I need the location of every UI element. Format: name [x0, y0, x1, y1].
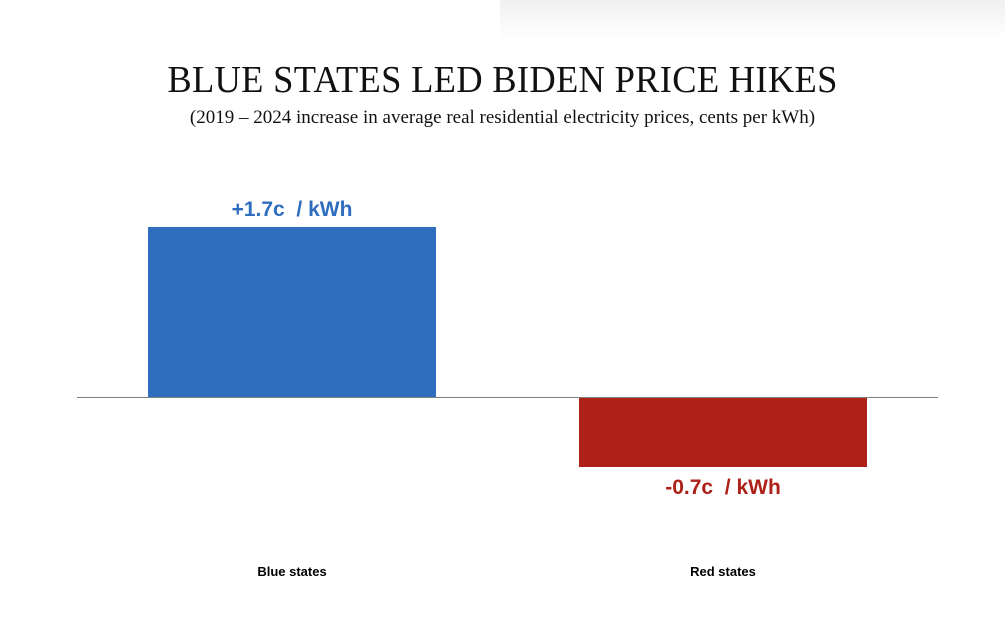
category-label-red-states: Red states	[690, 564, 756, 579]
data-label-red-states: -0.7c / kWh	[665, 476, 781, 499]
top-shade	[500, 0, 1005, 40]
bar-blue-states	[148, 227, 436, 397]
data-label-blue-states: +1.7c / kWh	[232, 198, 353, 221]
chart-subtitle: (2019 – 2024 increase in average real re…	[189, 107, 816, 128]
category-label-blue-states: Blue states	[257, 564, 326, 579]
bar-red-states	[579, 397, 867, 467]
chart-title: BLUE STATES LED BIDEN PRICE HIKES	[167, 59, 838, 101]
